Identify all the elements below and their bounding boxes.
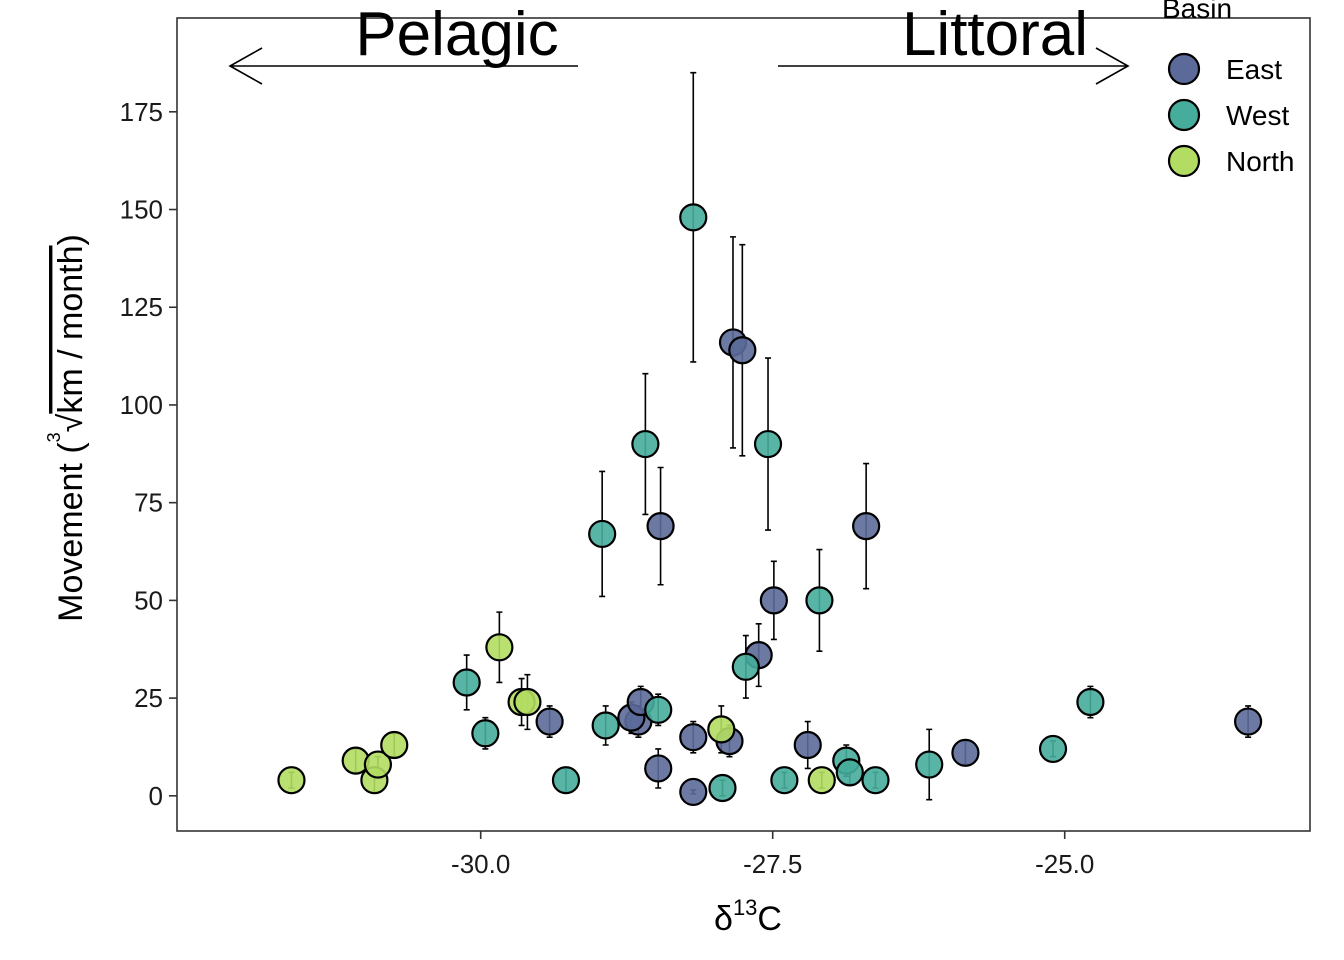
- annotation-pelagic: Pelagic: [355, 0, 558, 69]
- data-point-north: [277, 766, 306, 795]
- x-tick-label: -27.5: [743, 849, 802, 879]
- data-point-north: [807, 766, 836, 795]
- y-axis-title-suffix: ): [52, 234, 90, 245]
- data-point-east: [793, 730, 822, 760]
- x-axis-title: δ13C: [714, 895, 782, 938]
- data-point-east: [644, 754, 673, 783]
- data-point-west: [591, 711, 620, 740]
- data-point-east: [852, 512, 881, 541]
- data-point-east: [535, 707, 564, 736]
- data-point-west: [1038, 734, 1068, 764]
- legend-title: Basin: [1162, 0, 1232, 24]
- y-tick-label: 50: [134, 585, 163, 615]
- data-point-east: [728, 336, 757, 365]
- y-axis-title-radical: √: [52, 413, 90, 432]
- data-point-east: [951, 738, 980, 767]
- y-axis-title-radicand: km / month: [52, 245, 90, 413]
- data-point-west: [551, 766, 581, 795]
- legend-swatch-north: [1167, 144, 1201, 178]
- y-tick-label: 150: [120, 195, 163, 225]
- littoral-arrow: [778, 47, 1130, 85]
- data-point-west: [731, 652, 760, 681]
- y-tick-label: 175: [120, 97, 163, 127]
- x-tick-label: -25.0: [1035, 849, 1094, 879]
- data-point-east: [679, 777, 708, 807]
- data-point-east: [679, 723, 708, 752]
- legend-swatch-east: [1167, 52, 1201, 86]
- legend-label-north: North: [1226, 146, 1294, 177]
- x-axis-title-element: C: [757, 900, 782, 938]
- points-layer: [277, 203, 1263, 807]
- y-tick-label: 125: [120, 292, 163, 322]
- data-point-north: [380, 730, 409, 760]
- data-point-east: [646, 512, 675, 541]
- data-point-west: [770, 766, 799, 795]
- legend-label-east: East: [1226, 54, 1282, 85]
- data-point-west: [915, 750, 944, 779]
- data-point-west: [679, 203, 708, 232]
- data-point-west: [835, 758, 864, 787]
- x-axis-title-superscript: 13: [733, 895, 757, 920]
- data-point-north: [707, 715, 736, 744]
- data-point-west: [452, 668, 481, 697]
- x-axis-title-delta: δ: [714, 900, 733, 938]
- legend: Basin East West North: [1162, 0, 1294, 178]
- y-tick-label: 100: [120, 390, 163, 420]
- data-point-east: [1233, 707, 1263, 736]
- pelagic-arrow: [228, 47, 578, 85]
- data-point-north: [363, 750, 393, 779]
- axes-layer: 0 25 50 75 100 125 150 175 -30.0 -27.5 -25.0: [120, 17, 1311, 879]
- legend-swatch-west: [1167, 98, 1201, 132]
- plot-panel-border: [176, 17, 1311, 832]
- y-axis-title-root-index: 3: [44, 432, 64, 442]
- data-point-west: [631, 429, 660, 459]
- data-point-west: [644, 695, 673, 724]
- y-tick-label: 25: [134, 683, 163, 713]
- data-point-west: [708, 773, 737, 803]
- legend-label-west: West: [1226, 100, 1289, 131]
- data-point-west: [805, 586, 834, 615]
- annotation-littoral: Littoral: [902, 0, 1088, 69]
- data-point-west: [1076, 687, 1105, 717]
- annotation-layer: Pelagic Littoral: [228, 0, 1130, 85]
- data-point-west: [861, 766, 890, 795]
- data-point-west: [471, 719, 500, 748]
- y-axis-title: Movement (3√km / month): [44, 234, 90, 622]
- y-axis-title-text: Movement (3√km / month): [44, 234, 90, 622]
- y-axis-title-prefix: Movement (: [52, 442, 90, 622]
- data-point-north: [513, 687, 542, 717]
- data-point-west: [753, 429, 783, 459]
- data-point-west: [588, 519, 617, 549]
- data-point-north: [485, 633, 514, 662]
- y-tick-label: 0: [149, 781, 163, 811]
- y-tick-label: 75: [134, 488, 163, 518]
- data-point-east: [759, 586, 788, 615]
- x-tick-label: -30.0: [451, 849, 510, 879]
